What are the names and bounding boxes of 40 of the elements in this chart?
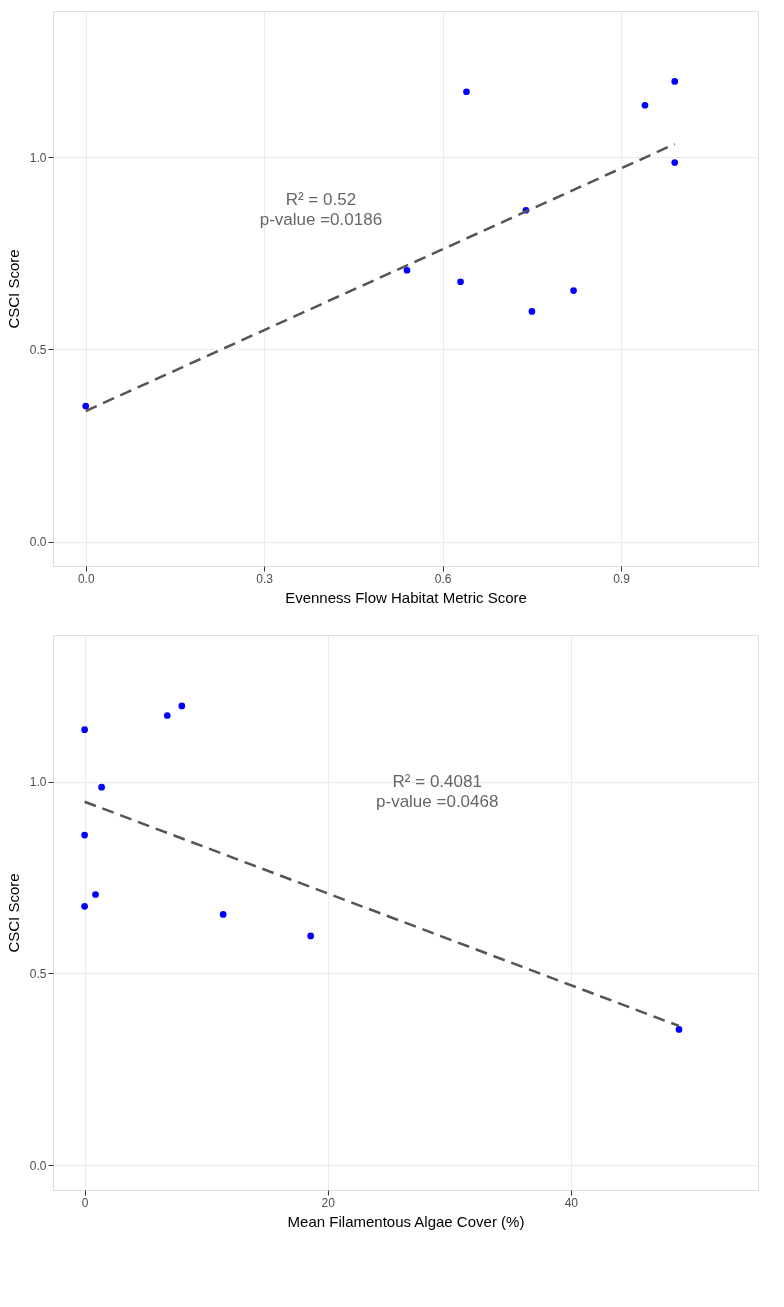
- point: [671, 78, 679, 85]
- point: [641, 101, 649, 109]
- point: [403, 266, 411, 274]
- y-axis-title: CSCI Score: [4, 249, 22, 329]
- point: [219, 911, 227, 918]
- y-tick-label: 0.5: [29, 342, 47, 357]
- point: [570, 287, 577, 294]
- point: [81, 903, 88, 910]
- x-tick-label: 0.3: [256, 571, 274, 586]
- x-tick-label: 20: [321, 1195, 336, 1210]
- x-axis-title: Evenness Flow Habitat Metric Score: [285, 588, 527, 606]
- x-tick-label: 0.9: [613, 571, 631, 586]
- point: [82, 402, 90, 410]
- annotation: p-value =0.0186: [259, 209, 383, 229]
- point: [457, 278, 464, 286]
- y-axis-title: CSCI Score: [4, 873, 22, 953]
- annotation: R² = 0.52: [285, 189, 357, 209]
- point: [528, 308, 536, 315]
- x-tick-label: 0.0: [77, 571, 95, 586]
- x-tick-label: 0.6: [434, 571, 452, 586]
- y-tick-label: 0.0: [29, 535, 47, 550]
- point: [671, 159, 679, 166]
- point: [178, 702, 186, 710]
- point: [98, 783, 105, 791]
- y-tick-label: 1.0: [29, 775, 47, 790]
- y-tick-label: 1.0: [29, 150, 47, 165]
- x-tick-label: 40: [564, 1195, 579, 1210]
- point: [463, 88, 470, 96]
- y-tick-label: 0.5: [29, 966, 47, 981]
- x-axis-title: Mean Filamentous Algae Cover (%): [287, 1212, 525, 1230]
- point: [163, 712, 171, 719]
- annotation: R² = 0.4081: [392, 772, 482, 792]
- y-tick-label: 0.0: [29, 1158, 47, 1173]
- point: [81, 726, 88, 734]
- point: [675, 1026, 683, 1033]
- point: [92, 891, 99, 898]
- point: [307, 932, 315, 940]
- x-tick-label: 0: [81, 1195, 89, 1210]
- annotation: p-value =0.0468: [376, 792, 499, 812]
- point: [81, 831, 88, 839]
